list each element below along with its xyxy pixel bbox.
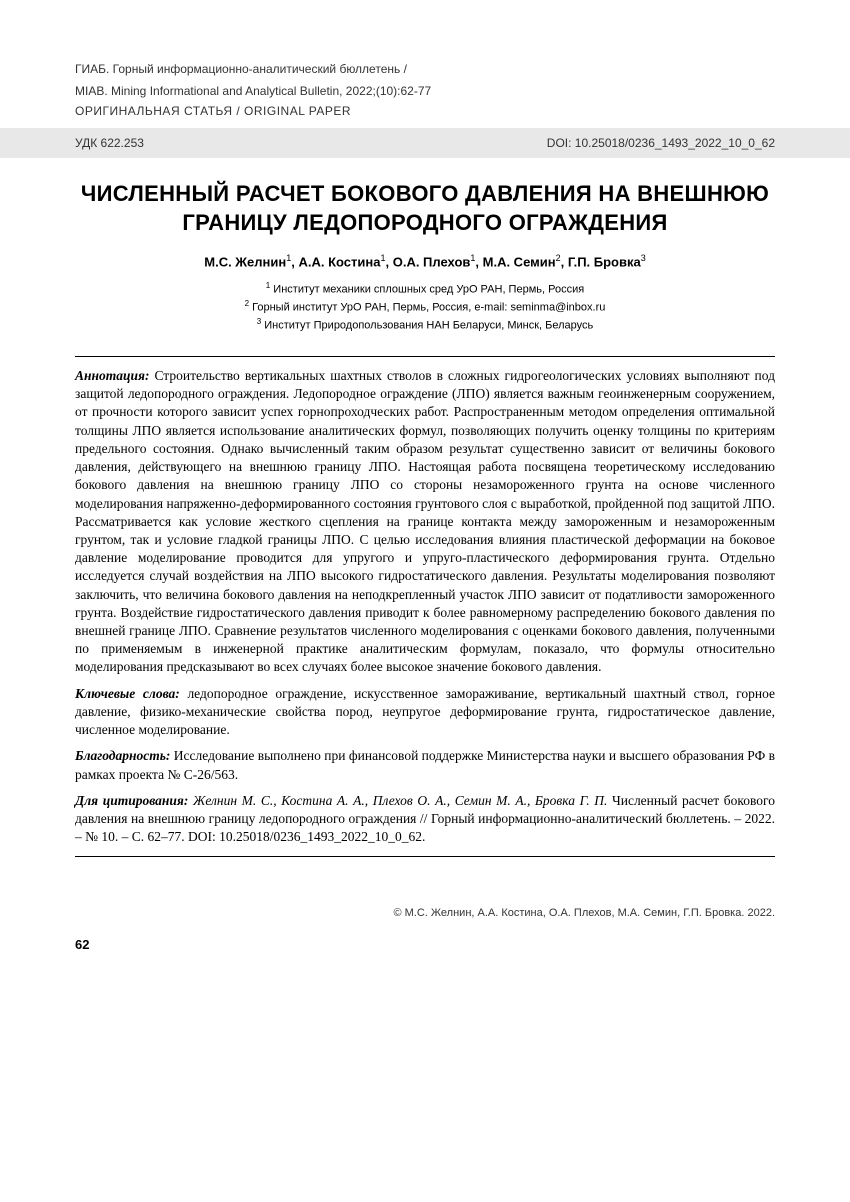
citation-authors: Желнин М. С., Костина А. А., Плехов О. А… (188, 793, 607, 808)
keywords-text: ледопородное ограждение, искусственное з… (75, 686, 775, 737)
page: ГИАБ. Горный информационно-аналитический… (0, 0, 850, 992)
thanks-label: Благодарность: (75, 748, 170, 763)
thanks-text: Исследование выполнено при финансовой по… (75, 748, 775, 781)
citation-label: Для цитирования: (75, 793, 188, 808)
affiliations: 1 Институт механики сплошных сред УрО РА… (75, 280, 775, 334)
copyright-line: © М.С. Желнин, А.А. Костина, О.А. Плехов… (75, 907, 775, 919)
citation-paragraph: Для цитирования: Желнин М. С., Костина А… (75, 792, 775, 847)
abstract-block: Аннотация: Строительство вертикальных ша… (75, 356, 775, 857)
article-type: ОРИГИНАЛЬНАЯ СТАТЬЯ / ORIGINAL PAPER (75, 104, 775, 118)
doi-code: DOI: 10.25018/0236_1493_2022_10_0_62 (547, 136, 775, 150)
udk-code: УДК 622.253 (75, 136, 144, 150)
keywords-paragraph: Ключевые слова: ледопородное ограждение,… (75, 685, 775, 740)
journal-line-ru: ГИАБ. Горный информационно-аналитический… (75, 60, 775, 78)
article-title: ЧИСЛЕННЫЙ РАСЧЕТ БОКОВОГО ДАВЛЕНИЯ НА ВН… (75, 180, 775, 237)
keywords-label: Ключевые слова: (75, 686, 180, 701)
page-number: 62 (75, 937, 775, 952)
meta-band: УДК 622.253 DOI: 10.25018/0236_1493_2022… (0, 128, 850, 158)
thanks-paragraph: Благодарность: Исследование выполнено пр… (75, 747, 775, 783)
abstract-text: Строительство вертикальных шахтных ствол… (75, 368, 775, 675)
authors-list: М.С. Желнин1, А.А. Костина1, О.А. Плехов… (75, 253, 775, 269)
journal-line-en: MIAB. Mining Informational and Analytica… (75, 82, 775, 100)
abstract-label: Аннотация: (75, 368, 149, 383)
abstract-paragraph: Аннотация: Строительство вертикальных ша… (75, 367, 775, 677)
